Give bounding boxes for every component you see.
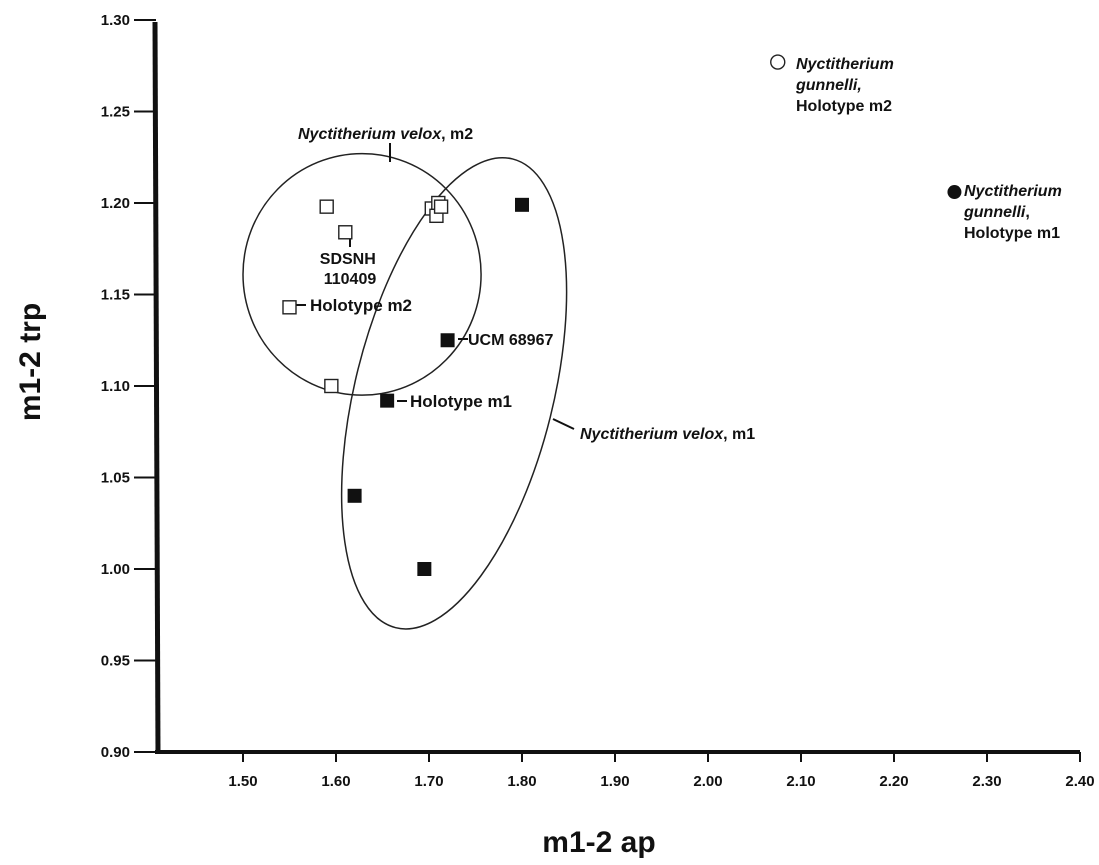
point-filled-square (380, 393, 395, 408)
y-axis-line (152, 21, 161, 755)
ellipse-velox-m1 (340, 156, 568, 630)
point-open-square (282, 300, 297, 315)
point-open-circle (770, 54, 786, 70)
label-gunnelli-m1: Nyctitherium gunnelli, Holotype m1 (963, 183, 1066, 242)
x-tick-label: 1.60 (321, 773, 350, 790)
leader-velox-m1 (552, 418, 575, 430)
y-tick-label: 1.25 (101, 104, 130, 121)
y-tick-label: 1.10 (101, 378, 130, 395)
label-velox-m2: Nyctitherium velox, m2 (298, 126, 473, 143)
point-filled-circle (947, 185, 962, 200)
x-tick-label: 1.50 (228, 773, 257, 790)
annotations: Nyctitherium velox, m2 Nyctitherium velo… (298, 56, 1066, 443)
axes (152, 21, 1080, 755)
y-axis-title: m1-2 trp (14, 303, 47, 421)
x-tick-label: 1.80 (507, 773, 536, 790)
y-ticks: 0.90 0.95 1.00 1.05 1.10 1.15 1.20 1.25 1.30 (101, 12, 156, 761)
ellipse-velox-m2 (242, 152, 482, 396)
point-open-square (433, 199, 449, 214)
x-tick-label: 2.20 (879, 773, 908, 790)
point-filled-square (347, 488, 362, 503)
y-tick-label: 1.05 (101, 470, 130, 487)
y-tick-label: 0.95 (101, 653, 130, 670)
point-open-square (338, 225, 353, 240)
data-points (282, 54, 962, 576)
label-velox-m1: Nyctitherium velox, m1 (580, 426, 755, 443)
label-holotype-m1: Holotype m1 (410, 392, 512, 411)
label-gunnelli-m2: Nyctitherium gunnelli, Holotype m2 (795, 56, 898, 115)
y-tick-label: 1.15 (101, 287, 130, 304)
x-tick-label: 2.10 (786, 773, 815, 790)
point-open-square (319, 199, 334, 214)
x-ticks: 1.50 1.60 1.70 1.80 1.90 2.00 2.10 2.20 2.30 2.40 (228, 752, 1095, 790)
ellipses (242, 152, 568, 630)
y-tick-label: 1.00 (101, 561, 130, 578)
label-ucm: UCM 68967 (468, 332, 553, 349)
y-tick-label: 0.90 (101, 744, 130, 761)
point-filled-square (515, 197, 529, 212)
x-tick-label: 1.90 (600, 773, 629, 790)
y-tick-label: 1.30 (101, 12, 130, 29)
x-tick-label: 2.40 (1065, 773, 1094, 790)
x-axis-title: m1-2 ap (542, 826, 655, 859)
y-tick-label: 1.20 (101, 195, 130, 212)
x-tick-label: 2.30 (972, 773, 1001, 790)
point-filled-square (417, 562, 432, 576)
x-tick-label: 2.00 (693, 773, 722, 790)
label-sdsnh: SDSNH 110409 (320, 251, 380, 288)
point-open-square (324, 378, 339, 394)
label-holotype-m2: Holotype m2 (310, 296, 412, 315)
point-filled-square (440, 333, 455, 348)
x-tick-label: 1.70 (414, 773, 443, 790)
